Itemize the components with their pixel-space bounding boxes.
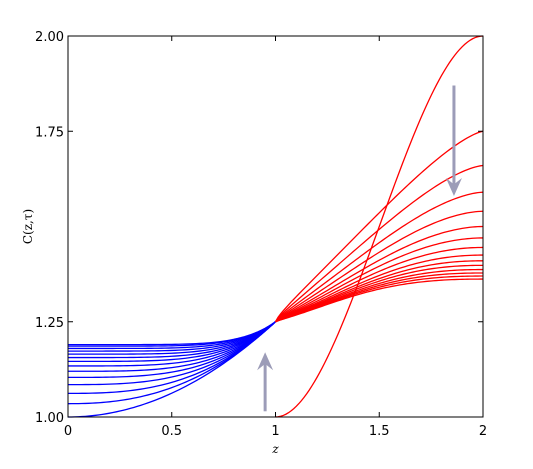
- red-curve-1: [274, 130, 484, 323]
- y-tick-label: 2.00: [35, 30, 64, 45]
- y-axis-label: C(z,τ): [21, 209, 35, 244]
- y-tick-label: 1.00: [35, 411, 64, 426]
- red-curve-2: [274, 164, 484, 323]
- x-axis-label: z: [271, 442, 279, 456]
- red-curve-4: [275, 210, 484, 323]
- red-curve-9: [275, 260, 484, 323]
- x-tick-label: 0.5: [161, 424, 182, 439]
- red-curve-8: [275, 254, 484, 323]
- arrow-head-up: [257, 352, 274, 371]
- blue-curve-4: [68, 321, 276, 379]
- blue-curve-10: [68, 321, 276, 352]
- blue-curve-2: [68, 321, 276, 395]
- y-tick-label: 1.25: [35, 316, 64, 331]
- blue-curve-7: [68, 321, 276, 363]
- blue-curve-5: [68, 321, 276, 372]
- y-tick-label: 1.75: [35, 125, 64, 140]
- plot-frame: [67, 35, 484, 418]
- blue-curve-8: [68, 321, 276, 359]
- red-curve-7: [275, 246, 484, 323]
- blue-curves-group: [67, 321, 276, 418]
- arrow-annotations: [257, 85, 462, 412]
- red-curves-group: [274, 35, 484, 418]
- arrow-head-down: [445, 178, 462, 197]
- blue-curve-3: [67, 321, 276, 386]
- red-curve-3: [275, 191, 484, 323]
- blue-curve-13: [68, 321, 276, 346]
- blue-curve-6: [68, 321, 276, 367]
- x-tick-label: 1: [271, 424, 279, 439]
- red-curve-5: [275, 225, 484, 323]
- red-curve-10: [275, 264, 484, 323]
- x-tick-label: 1.5: [369, 424, 390, 439]
- blue-curve-1: [67, 321, 276, 405]
- red-curve-0: [275, 35, 484, 418]
- red-curve-6: [275, 237, 484, 323]
- blue-curve-9: [68, 321, 276, 355]
- red-curve-14: [275, 278, 483, 323]
- x-tick-label: 2: [479, 424, 487, 439]
- x-tick-label: 0: [64, 424, 72, 439]
- red-curve-11: [275, 268, 484, 323]
- blue-curve-11: [68, 321, 276, 350]
- axis-ticks: 0 0.5 1 1.5 2 1.00 1.25 1.75 2.00: [35, 30, 487, 439]
